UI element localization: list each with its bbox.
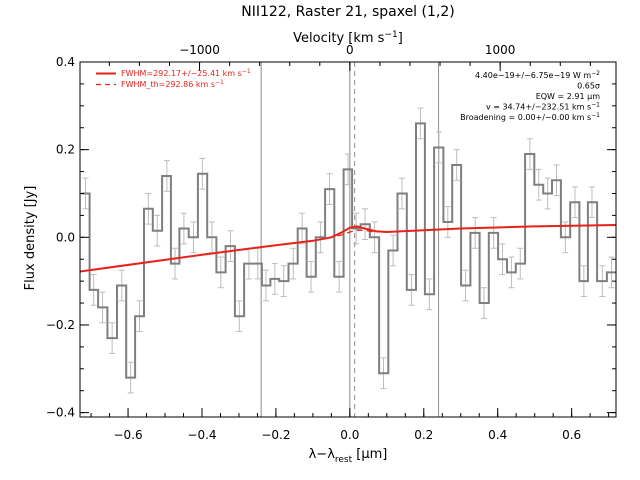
annotation-superscript: −1 bbox=[591, 102, 600, 109]
annotation-line: Broadening = 0.00+/−0.00 km s−1 bbox=[460, 112, 600, 122]
plot-area: −0.6 −0.4 −0.2 0.0 0.2 0.4 0.6 −0.4 −0.2 0.0 0.2 0.… bbox=[46, 43, 617, 442]
annotation-line: 0.65σ bbox=[577, 82, 600, 91]
legend-label: FWHM_th=292.86 km s−1 bbox=[121, 79, 224, 89]
legend-label-superscript: −1 bbox=[215, 79, 224, 86]
fit-th-line bbox=[80, 224, 616, 273]
x-tick-label: 0.6 bbox=[562, 428, 581, 442]
annotation-superscript: −1 bbox=[591, 112, 600, 119]
annotation-superscript: −2 bbox=[591, 70, 600, 77]
annotation-text: 4.40e−19+/−6.75e−19 W m bbox=[475, 71, 591, 80]
top-axis-label-superscript: −1 bbox=[384, 30, 397, 40]
x-tick-label: −0.2 bbox=[261, 428, 290, 442]
y-tick-label: −0.2 bbox=[46, 318, 75, 332]
x-tick-label: 0.0 bbox=[340, 428, 359, 442]
x-tick-label: 0.2 bbox=[414, 428, 433, 442]
legend-label-superscript: −1 bbox=[242, 68, 251, 75]
y-tick-label: 0.2 bbox=[56, 143, 75, 157]
annotation-text: v = 34.74+/−232.51 km s bbox=[486, 103, 591, 112]
annotation-text: EQW = 2.91 μm bbox=[536, 92, 600, 101]
y-tick-label: 0.0 bbox=[56, 230, 75, 244]
fit-line bbox=[80, 224, 616, 273]
y-tick-label: −0.4 bbox=[46, 406, 75, 420]
x-axis-label-subscript: rest bbox=[335, 455, 353, 465]
x-axis-label: λ−λrest [μm] bbox=[309, 447, 388, 465]
legend-label-text: FWHM_th=292.86 km s bbox=[121, 80, 215, 89]
spectrum-line bbox=[81, 122, 616, 379]
y-tick-label: 0.4 bbox=[56, 55, 75, 69]
top-axis-label-main: Velocity [km s bbox=[293, 31, 385, 46]
legend-label: FWHM=292.17+/−25.41 km s−1 bbox=[121, 68, 251, 78]
annotation-line: v = 34.74+/−232.51 km s−1 bbox=[486, 102, 600, 112]
plot-frame bbox=[79, 61, 617, 418]
x-axis-label-unit: [μm] bbox=[352, 447, 387, 462]
annotation-line: 4.40e−19+/−6.75e−19 W m−2 bbox=[475, 70, 600, 80]
top-tick-label: −1000 bbox=[179, 43, 220, 57]
chart-title: NII122, Raster 21, spaxel (1,2) bbox=[241, 4, 454, 20]
x-axis-label-main: λ−λ bbox=[309, 447, 336, 462]
x-tick-label: 0.4 bbox=[488, 428, 507, 442]
top-axis-label-end: ] bbox=[398, 31, 403, 46]
annotation-line: EQW = 2.91 μm bbox=[536, 92, 600, 101]
legend-label-text: FWHM=292.17+/−25.41 km s bbox=[121, 69, 242, 78]
annotation-text: Broadening = 0.00+/−0.00 km s bbox=[460, 113, 591, 122]
y-axis-label: Flux density [Jy] bbox=[23, 186, 38, 291]
annotation-text: 0.65σ bbox=[577, 82, 600, 91]
x-tick-label: −0.6 bbox=[113, 428, 142, 442]
x-tick-label: −0.4 bbox=[187, 428, 216, 442]
top-axis-label: Velocity [km s−1] bbox=[293, 30, 403, 46]
top-tick-label: 0 bbox=[346, 43, 354, 57]
top-tick-label: 1000 bbox=[485, 43, 516, 57]
